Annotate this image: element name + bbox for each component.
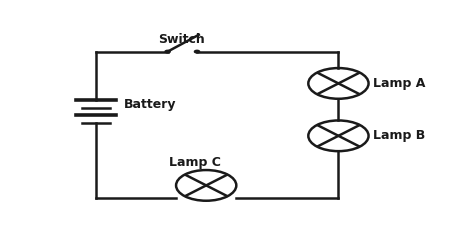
Circle shape <box>194 50 200 53</box>
Text: Lamp C: Lamp C <box>169 156 221 169</box>
Text: Lamp B: Lamp B <box>374 129 426 142</box>
Text: Battery: Battery <box>124 97 176 111</box>
Text: Lamp A: Lamp A <box>374 77 426 90</box>
Circle shape <box>165 50 170 53</box>
Text: Switch: Switch <box>158 33 205 46</box>
